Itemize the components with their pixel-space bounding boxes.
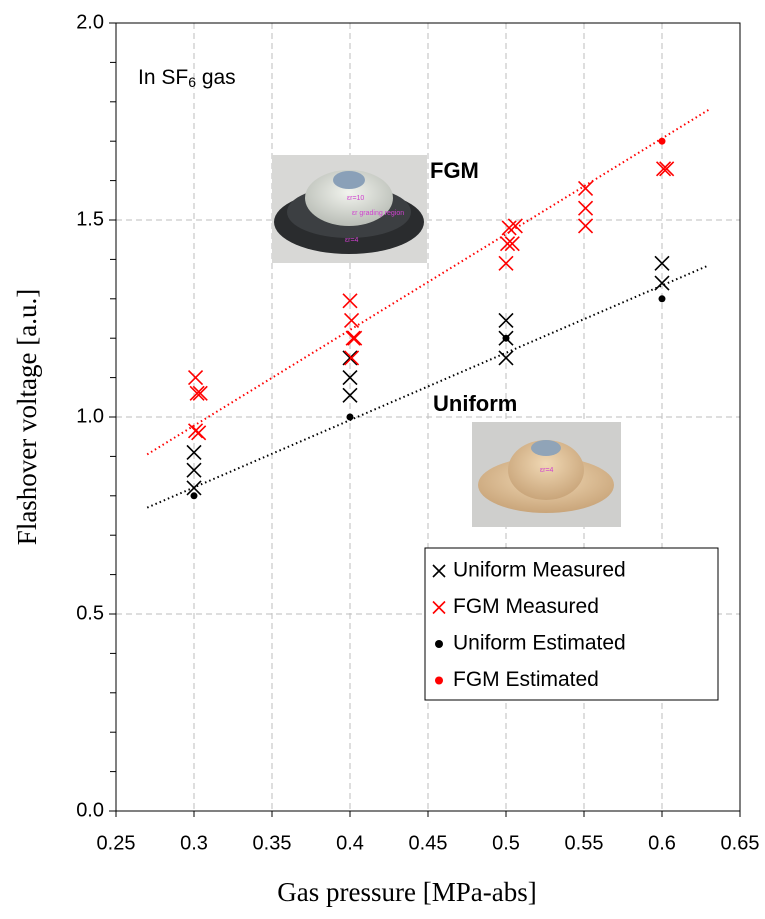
photo-label: εr=4: [345, 237, 359, 244]
legend-label: FGM Measured: [453, 595, 599, 618]
x-tick-label: 0.65: [721, 832, 760, 854]
y-tick-label: 1.5: [76, 208, 104, 230]
legend-marker: [435, 677, 443, 685]
point: [503, 335, 510, 342]
series-label: Uniform: [433, 391, 517, 416]
x-tick-label: 0.45: [409, 832, 448, 854]
legend-label: FGM Estimated: [453, 668, 599, 691]
x-tick-label: 0.6: [648, 832, 676, 854]
series-label: FGM: [430, 158, 479, 183]
x-tick-label: 0.25: [97, 832, 136, 854]
y-tick-label: 0.0: [76, 799, 104, 821]
photo-label: εr=4: [540, 467, 554, 474]
chart: 0.25 0.3 0.35 0.4 0.45 0.5 0.55 0.6 0.65 0.0 0.5 1.…: [0, 0, 765, 919]
point: [347, 414, 354, 421]
legend-marker: [435, 640, 443, 648]
legend-label: Uniform Estimated: [453, 632, 626, 655]
x-tick-label: 0.3: [180, 832, 208, 854]
x-tick-label: 0.55: [565, 832, 604, 854]
photo-uniform: εr=4: [472, 422, 621, 527]
photo-label: εr grading region: [352, 210, 404, 217]
legend: Uniform Measured FGM Measured Uniform Esti…: [425, 548, 718, 700]
y-axis-label: Flashover voltage [a.u.]: [12, 289, 42, 545]
y-tick-label: 1.0: [76, 405, 104, 427]
x-tick-label: 0.35: [253, 832, 292, 854]
point: [659, 295, 666, 302]
y-tick-label: 0.5: [76, 602, 104, 624]
photo-fgm: εr=10 εr grading region εr=4: [272, 155, 427, 263]
point: [659, 138, 666, 145]
photo-label: εr=10: [347, 195, 364, 202]
y-tick-label: 2.0: [76, 11, 104, 33]
legend-label: Uniform Measured: [453, 559, 626, 582]
x-tick-label: 0.5: [492, 832, 520, 854]
point: [191, 492, 198, 499]
annotation: In SF6 gas: [138, 66, 236, 90]
x-axis-label: Gas pressure [MPa-abs]: [277, 877, 536, 907]
x-tick-label: 0.4: [336, 832, 364, 854]
